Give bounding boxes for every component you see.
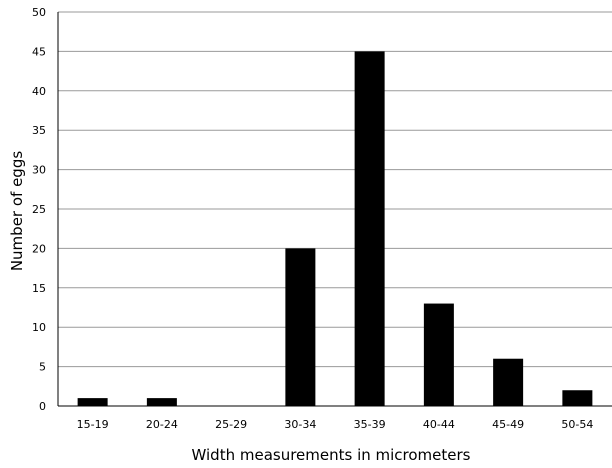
y-tick-label: 35: [32, 124, 46, 137]
x-tick-label: 50-54: [561, 418, 593, 431]
bar: [354, 51, 385, 407]
bar: [493, 358, 524, 406]
bar: [423, 303, 454, 406]
bar: [77, 398, 108, 406]
gridlines: [58, 11, 612, 368]
x-tick-label: 45-49: [492, 418, 524, 431]
x-tick-label: 20-24: [146, 418, 178, 431]
bars: [77, 51, 593, 407]
y-tick-label: 50: [32, 6, 46, 19]
bar: [146, 398, 177, 406]
y-tick-label: 40: [32, 85, 46, 98]
x-axis-label: Width measurements in micrometers: [192, 446, 471, 464]
y-tick-label: 15: [32, 282, 46, 295]
y-tick-label: 45: [32, 45, 46, 58]
y-tick-label: 30: [32, 164, 46, 177]
y-tick-label: 5: [39, 361, 46, 374]
bar: [562, 390, 593, 406]
y-tick-label: 10: [32, 321, 46, 334]
x-tick-label: 25-29: [215, 418, 247, 431]
y-axis-label: Number of eggs: [8, 151, 26, 272]
bar: [285, 248, 316, 406]
y-tick-label: 20: [32, 242, 46, 255]
y-tick-label: 25: [32, 203, 46, 216]
x-tick-label: 30-34: [284, 418, 316, 431]
y-tick-labels: 0 5 10 15 20 25 30 35 40 45 50: [32, 6, 46, 413]
x-tick-label: 40-44: [423, 418, 455, 431]
y-tick-label: 0: [39, 400, 46, 413]
x-tick-label: 15-19: [77, 418, 109, 431]
x-tick-label: 35-39: [354, 418, 386, 431]
x-tick-labels: 15-19 20-24 25-29 30-34 35-39 40-44 45-49 50-54: [77, 418, 594, 431]
